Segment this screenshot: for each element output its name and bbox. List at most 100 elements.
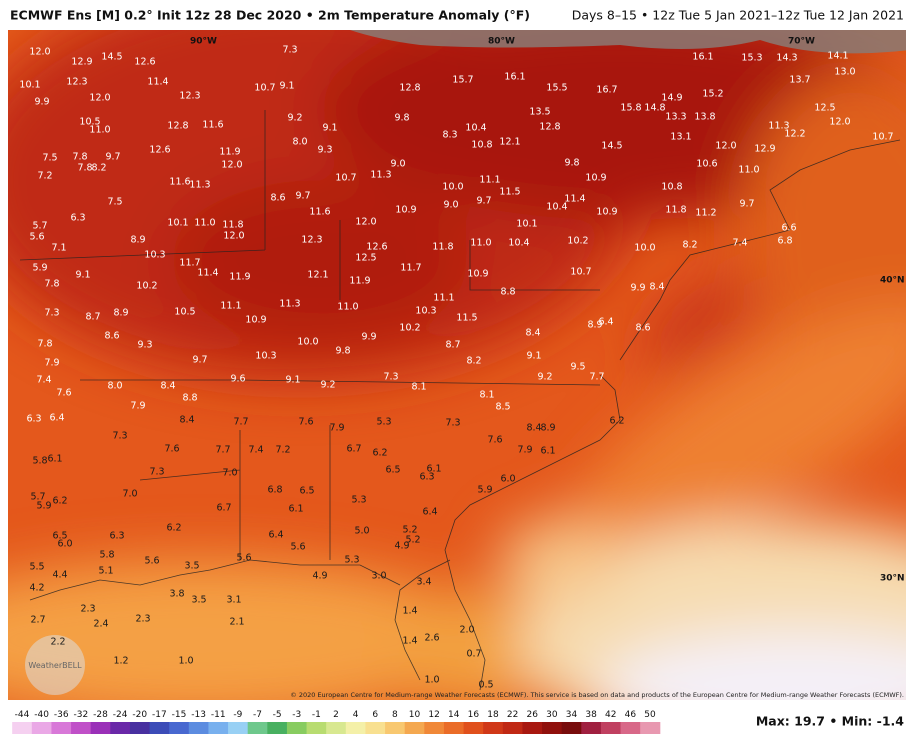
anomaly-value: 3.5	[191, 595, 206, 606]
anomaly-value: 6.3	[109, 531, 124, 542]
colorbar-swatch	[463, 722, 484, 734]
anomaly-value: 6.1	[540, 446, 555, 457]
colorbar-swatch	[600, 722, 622, 734]
anomaly-value: 4.9	[312, 571, 327, 582]
anomaly-value: 7.6	[487, 435, 502, 446]
anomaly-value: 8.1	[479, 390, 494, 401]
anomaly-value: 10.6	[696, 159, 717, 170]
anomaly-value: 5.3	[376, 417, 391, 428]
anomaly-value: 10.7	[254, 83, 275, 94]
anomaly-value: 10.2	[399, 323, 420, 334]
anomaly-value: 10.8	[661, 182, 682, 193]
anomaly-value: 7.0	[222, 468, 237, 479]
anomaly-value: 5.3	[351, 495, 366, 506]
anomaly-value: 11.6	[169, 177, 190, 188]
anomaly-value: 15.2	[702, 89, 723, 100]
colorbar-label: -40	[34, 710, 49, 720]
anomaly-value: 6.7	[346, 444, 361, 455]
anomaly-value: 2.3	[80, 604, 95, 615]
anomaly-value: 5.5	[29, 562, 44, 573]
anomaly-value: 10.7	[872, 132, 893, 143]
anomaly-value: 5.2	[402, 525, 417, 536]
anomaly-value: 8.5	[495, 402, 510, 413]
anomaly-value: 10.3	[255, 351, 276, 362]
anomaly-value: 12.0	[221, 160, 242, 171]
anomaly-value: 11.4	[147, 77, 168, 88]
anomaly-value: 8.8	[182, 393, 197, 404]
anomaly-value: 12.0	[223, 231, 244, 242]
anomaly-value: 8.4	[649, 282, 664, 293]
anomaly-value: 9.3	[137, 340, 152, 351]
anomaly-value: 7.6	[164, 444, 179, 455]
anomaly-value: 2.3	[135, 614, 150, 625]
anomaly-value: 5.6	[29, 232, 44, 243]
anomaly-value: 3.1	[226, 595, 241, 606]
anomaly-value: 7.3	[383, 372, 398, 383]
colorbar-swatch	[385, 722, 406, 734]
colorbar-swatch	[267, 722, 288, 734]
anomaly-value: 5.6	[290, 542, 305, 553]
anomaly-value: 10.4	[508, 238, 529, 249]
anomaly-value: 8.2	[91, 163, 106, 174]
colorbar-swatch	[51, 722, 72, 734]
colorbar-swatch	[188, 722, 209, 734]
anomaly-value: 8.9	[130, 235, 145, 246]
anomaly-value: 1.4	[402, 636, 417, 647]
anomaly-value: 1.4	[402, 606, 417, 617]
geo-label: 30°N	[880, 574, 905, 584]
anomaly-value: 14.3	[776, 53, 797, 64]
colorbar-swatch	[542, 722, 563, 734]
anomaly-value: 11.0	[89, 125, 110, 136]
anomaly-value: 16.1	[692, 52, 713, 63]
anomaly-value: 9.1	[526, 351, 541, 362]
colorbar-swatch	[306, 722, 327, 734]
anomaly-value: 15.7	[452, 75, 473, 86]
anomaly-value: 6.7	[216, 503, 231, 514]
anomaly-value: 12.9	[71, 57, 92, 68]
anomaly-value: 11.1	[479, 175, 500, 186]
anomaly-value: 12.0	[829, 117, 850, 128]
anomaly-value: 12.0	[29, 47, 50, 58]
colorbar-label: 50	[644, 710, 656, 720]
anomaly-value: 6.4	[49, 413, 64, 424]
anomaly-value: 6.5	[299, 486, 314, 497]
colorbar-swatch	[286, 722, 308, 734]
anomaly-value: 12.9	[754, 144, 775, 155]
anomaly-value: 9.9	[34, 97, 49, 108]
anomaly-value: 7.2	[275, 445, 290, 456]
anomaly-value: 9.7	[192, 355, 207, 366]
anomaly-value: 10.2	[567, 236, 588, 247]
anomaly-value: 9.2	[320, 380, 335, 391]
anomaly-value: 13.3	[665, 112, 686, 123]
colorbar-label: 26	[527, 710, 539, 720]
anomaly-value: 7.6	[56, 388, 71, 399]
anomaly-value: 8.2	[682, 240, 697, 251]
anomaly-value: 4.9	[394, 541, 409, 552]
anomaly-value: 6.5	[385, 465, 400, 476]
anomaly-value: 6.1	[426, 464, 441, 475]
anomaly-value: 7.4	[36, 375, 51, 386]
anomaly-value: 9.1	[279, 81, 294, 92]
anomaly-value: 9.7	[739, 199, 754, 210]
colorbar-swatch	[502, 722, 523, 734]
anomaly-value: 5.7	[32, 221, 47, 232]
anomaly-value: 9.1	[322, 123, 337, 134]
anomaly-value: 7.8	[77, 163, 92, 174]
anomaly-value: 6.0	[57, 539, 72, 550]
anomaly-value: 9.0	[443, 200, 458, 211]
colorbar-label: -11	[211, 710, 226, 720]
anomaly-value: 14.5	[101, 52, 122, 63]
anomaly-value: 7.3	[112, 431, 127, 442]
anomaly-value: 12.0	[715, 141, 736, 152]
anomaly-value: 6.2	[609, 416, 624, 427]
copyright: © 2020 European Centre for Medium-range …	[290, 691, 904, 699]
anomaly-value: 6.0	[500, 474, 515, 485]
anomaly-value: 9.8	[335, 346, 350, 357]
anomaly-value: 7.3	[282, 45, 297, 56]
anomaly-value: 11.9	[229, 272, 250, 283]
anomaly-value: 10.5	[79, 117, 100, 128]
anomaly-value: 8.4	[179, 415, 194, 426]
